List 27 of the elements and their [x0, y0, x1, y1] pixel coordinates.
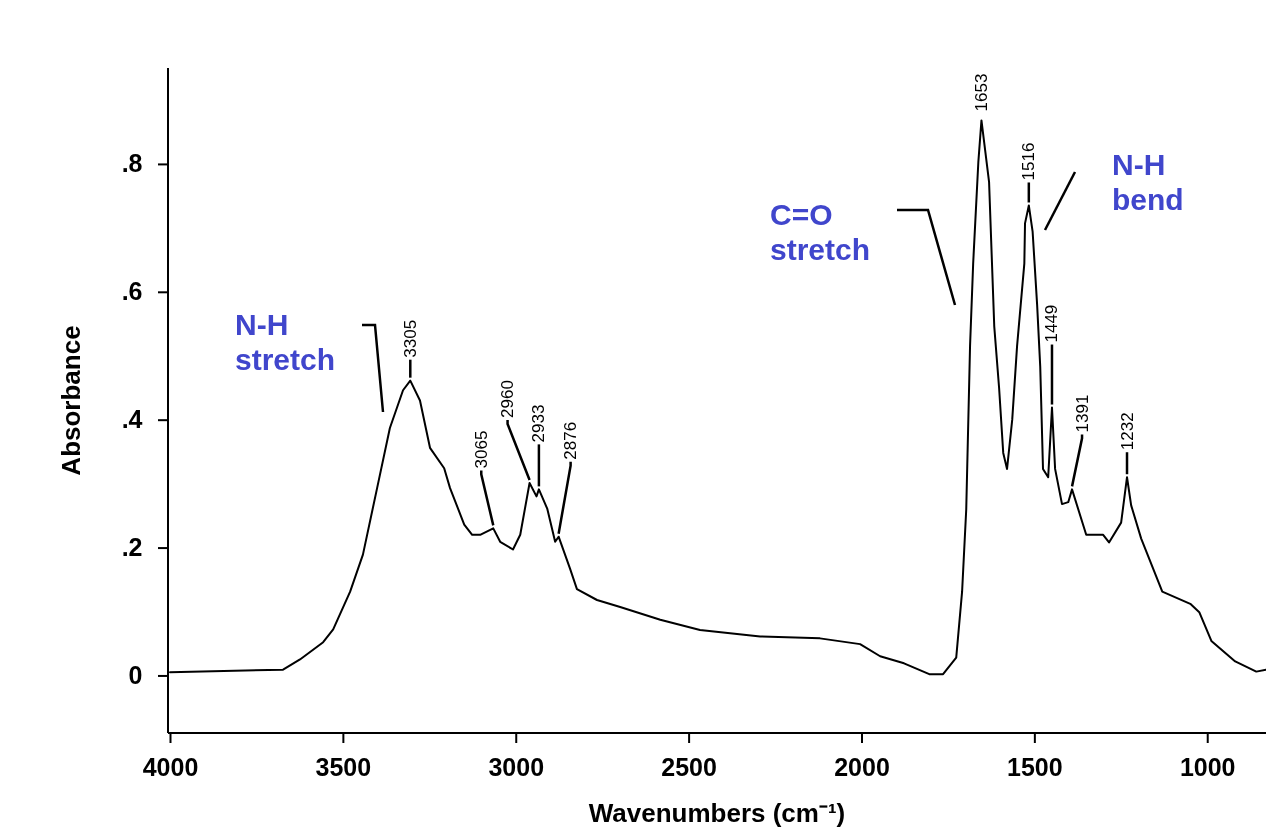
y-tick-label: .6	[121, 277, 143, 306]
annotation: 2960	[498, 380, 518, 418]
x-axis-title: Wavenumbers (cm⁻¹)	[588, 798, 846, 828]
annotation: 1232	[1117, 412, 1137, 451]
x-tick-label: 3000	[488, 753, 545, 781]
x-tick-label: 2500	[661, 753, 717, 781]
y-axis-title: Absorbance	[56, 325, 86, 476]
x-tick-label: 2000	[834, 753, 890, 781]
y-tick-label: .2	[121, 533, 143, 562]
x-tick-label: 1500	[1007, 753, 1063, 781]
annotation: 2933	[529, 404, 549, 443]
annotation: 1653	[971, 73, 991, 112]
annotation: 3305	[400, 319, 420, 358]
x-tick-label: 3500	[315, 753, 372, 781]
y-tick-label: .8	[121, 149, 143, 178]
annotation: N-H bend	[1112, 148, 1184, 216]
annotation: 2876	[561, 421, 581, 460]
annotation: 1391	[1072, 394, 1092, 433]
annotation: 3065	[471, 430, 491, 469]
x-tick-label: 4000	[142, 753, 199, 781]
y-tick-label: .4	[121, 405, 143, 434]
annotation: C=O stretch	[770, 198, 871, 266]
annotation: N-H stretch	[235, 308, 336, 376]
x-tick-label: 1000	[1179, 753, 1236, 781]
annotation: 1449	[1042, 304, 1062, 343]
y-tick-label: 0	[128, 660, 143, 689]
annotation: 1516	[1019, 142, 1039, 181]
